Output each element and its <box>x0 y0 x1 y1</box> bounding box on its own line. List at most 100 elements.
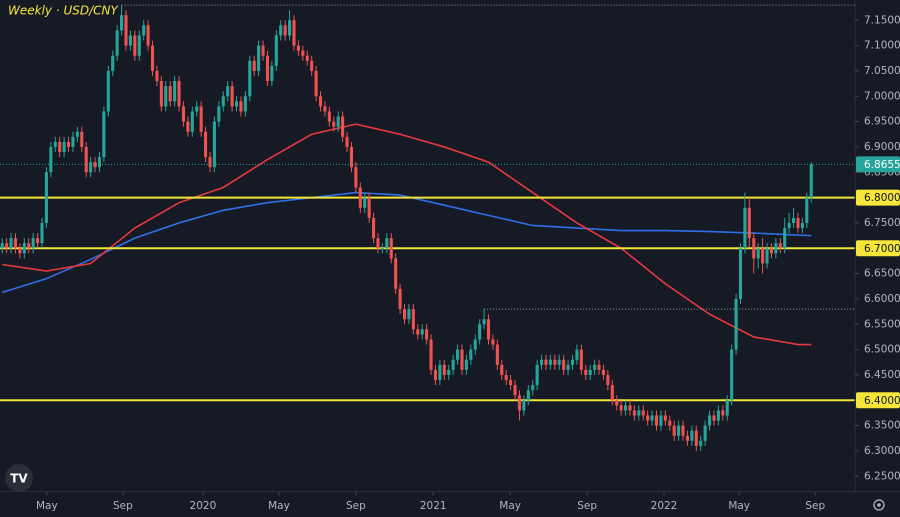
candle-body <box>243 96 247 112</box>
candle-body <box>522 400 526 411</box>
candle-body <box>234 101 239 107</box>
candle-body <box>495 344 499 365</box>
candle-body <box>500 364 504 375</box>
candle-body <box>482 319 486 325</box>
candle-body <box>27 243 31 249</box>
candle-body <box>146 25 150 46</box>
candle-body <box>173 81 177 102</box>
settings-icon[interactable] <box>873 499 885 511</box>
candle-body <box>805 197 809 223</box>
y-tick-label: 7.0500 <box>864 65 900 77</box>
candle-body <box>142 25 146 36</box>
x-tick-label: May <box>36 500 58 512</box>
candle-body <box>168 86 172 102</box>
level-label-box <box>856 392 900 409</box>
candle-body <box>513 385 517 396</box>
candle-body <box>226 86 230 97</box>
candle-body <box>654 415 659 426</box>
candle-body <box>296 45 300 51</box>
candle-body <box>562 359 566 370</box>
candle-body <box>420 329 424 335</box>
candle-body <box>663 415 667 421</box>
candle-body <box>588 369 592 375</box>
candle-body <box>473 339 477 350</box>
candle-body <box>318 96 323 107</box>
candle-body <box>544 359 548 365</box>
candle-body <box>668 420 672 426</box>
candle-body <box>385 238 389 249</box>
candle-body <box>641 410 645 416</box>
y-tick-label: 6.9500 <box>864 116 900 128</box>
current-price-label: 6.8655 <box>864 159 900 171</box>
y-tick-label: 6.2500 <box>864 470 900 482</box>
candle-body <box>75 131 79 137</box>
candle-body <box>186 121 190 132</box>
candle-body <box>31 238 35 249</box>
candle-body <box>248 60 252 97</box>
y-tick-label: 6.9000 <box>864 141 900 153</box>
x-tick-label: May <box>268 500 290 512</box>
candle-body <box>601 369 605 375</box>
candle-body <box>716 410 720 421</box>
candle-body <box>208 157 212 168</box>
candle-body <box>610 385 614 401</box>
candle-body <box>204 131 208 158</box>
candle-body <box>177 81 181 107</box>
candle-body <box>690 430 694 441</box>
candle-body <box>456 349 460 360</box>
candle-body <box>615 400 619 406</box>
candle-body <box>239 101 243 112</box>
candle-body <box>93 162 97 168</box>
candle-body <box>721 410 725 416</box>
candle-body <box>491 339 495 345</box>
candle-body <box>526 390 530 401</box>
candle-body <box>323 106 327 112</box>
candle-body <box>747 207 751 239</box>
candle-body <box>783 228 787 249</box>
candle-body <box>190 111 194 132</box>
candle-body <box>137 35 141 56</box>
y-tick-label: 7.0000 <box>864 90 900 102</box>
candle-body <box>0 243 4 249</box>
candle-body <box>274 35 278 66</box>
candle-body <box>13 238 18 249</box>
x-tick-label: May <box>499 500 521 512</box>
y-tick-label: 6.5000 <box>864 344 900 356</box>
candle-body <box>358 187 362 208</box>
candle-body <box>681 425 685 436</box>
y-tick-label: 7.1500 <box>864 14 900 26</box>
candle-body <box>632 410 636 416</box>
candle-body <box>659 415 663 426</box>
candle-body <box>712 415 716 421</box>
candle-body <box>478 324 482 340</box>
candle-body <box>504 374 508 381</box>
candle-body <box>792 217 796 223</box>
candle-body <box>354 167 358 188</box>
candle-body <box>535 364 539 386</box>
candle-body <box>809 164 813 198</box>
x-tick-label: Sep <box>346 500 366 512</box>
candle-body <box>265 55 270 82</box>
candle-body <box>509 380 513 386</box>
candle-body <box>9 238 13 249</box>
x-tick-label: 2020 <box>190 500 217 512</box>
candle-body <box>557 359 561 365</box>
candle-body <box>36 238 40 244</box>
candle-body <box>53 141 57 147</box>
candle-body <box>66 141 71 147</box>
candle-body <box>5 243 9 249</box>
candle-body <box>257 45 261 71</box>
candle-body <box>469 349 473 360</box>
x-tick-label: May <box>728 500 750 512</box>
candle-body <box>40 222 44 244</box>
x-tick-label: Sep <box>805 500 825 512</box>
candle-body <box>380 248 384 250</box>
level-label: 6.4000 <box>864 395 900 407</box>
candle-body <box>221 96 225 107</box>
candle-body <box>699 440 703 446</box>
candle-body <box>106 70 110 112</box>
candle-body <box>743 207 747 249</box>
y-tick-label: 6.3500 <box>864 420 900 432</box>
candle-body <box>769 248 773 254</box>
